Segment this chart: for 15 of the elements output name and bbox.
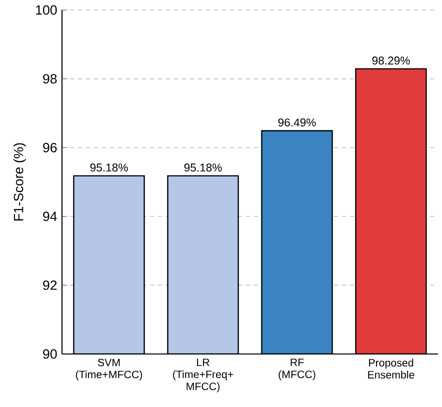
y-tick-label: 92 (43, 280, 57, 290)
y-tick-label: 100 (36, 5, 57, 15)
y-axis-title: F1-Score (%) (13, 143, 26, 221)
x-tick-label: LR (Time+Freq+ MFCC) (173, 358, 234, 392)
x-tick-label: Proposed Ensemble (368, 358, 414, 379)
data-label: 98.29% (372, 56, 410, 65)
data-label: 95.18% (184, 164, 222, 172)
y-tick-label: 96 (43, 142, 57, 152)
y-tick-label: 98 (43, 74, 57, 84)
data-label: 96.49% (278, 118, 316, 126)
x-tick-label: RF (MFCC) (278, 358, 316, 380)
data-label: 95.18% (90, 164, 128, 172)
y-tick-label: 94 (43, 212, 57, 222)
x-tick-label: SVM (Time+MFCC) (76, 358, 142, 380)
y-tick-label: 90 (43, 349, 57, 359)
